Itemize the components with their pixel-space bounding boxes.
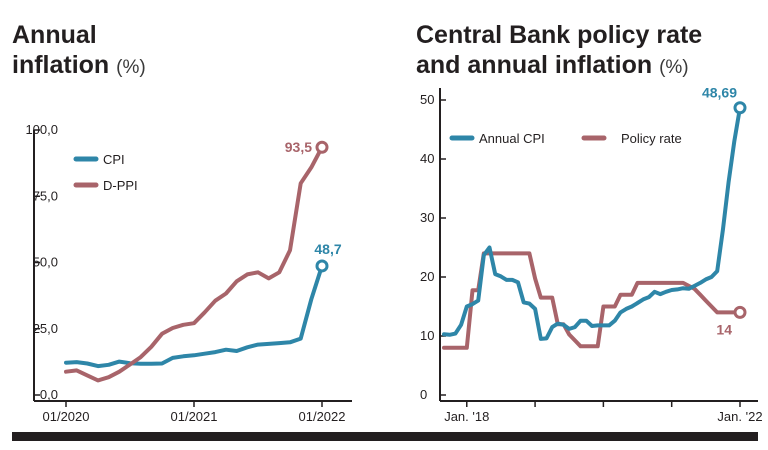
- left-series-end-label: 48,7: [314, 241, 341, 257]
- right-y-tick-label: 30: [420, 210, 434, 225]
- right-y-tick-label: 50: [420, 92, 434, 107]
- right-title-line1: Central Bank policy rate: [416, 21, 703, 49]
- right-x-tick-label: Jan. '18: [444, 409, 489, 424]
- left-series-end-label: 93,5: [285, 139, 312, 155]
- left-chart-title: Annual inflation (%): [12, 20, 312, 83]
- left-title-line1: Annual: [12, 21, 97, 49]
- right-series-end-marker: [733, 305, 747, 319]
- left-series-end-marker: [315, 140, 329, 154]
- right-series-line: [442, 251, 742, 350]
- right-y-tick-label: 40: [420, 151, 434, 166]
- right-title-unit: (%): [659, 57, 689, 78]
- right-y-tick-label: 20: [420, 269, 434, 284]
- left-legend-label: CPI: [103, 152, 125, 167]
- left-y-tick-label: 50,0: [33, 255, 58, 270]
- right-series-end-label: 48,69: [702, 85, 737, 101]
- left-legend-label: D-PPI: [103, 178, 138, 193]
- left-title-unit: (%): [116, 57, 146, 78]
- bottom-rule: [12, 432, 758, 441]
- left-y-tick-label: 100,0: [25, 122, 58, 137]
- right-legend-label: Annual CPI: [479, 131, 545, 146]
- right-series-end-marker: [733, 101, 747, 115]
- right-series-line: [442, 105, 742, 341]
- left-series-line: [64, 145, 324, 383]
- left-y-tick-label: 0,0: [40, 387, 58, 402]
- left-x-tick-label: 01/2021: [171, 409, 218, 424]
- left-y-tick-label: 25,0: [33, 321, 58, 336]
- left-series-line: [64, 263, 324, 369]
- left-series-end-marker: [315, 259, 329, 273]
- left-x-tick-label: 01/2020: [43, 409, 90, 424]
- right-y-tick-label: 10: [420, 328, 434, 343]
- right-legend-label: Policy rate: [621, 131, 682, 146]
- right-chart-title: Central Bank policy rate and annual infl…: [416, 20, 766, 83]
- left-title-line2: inflation: [12, 51, 110, 79]
- left-x-tick-label: 01/2022: [299, 409, 346, 424]
- right-series-end-label: 14: [716, 321, 732, 337]
- left-y-tick-label: 75,0: [33, 188, 58, 203]
- right-y-tick-label: 0: [420, 387, 427, 402]
- right-x-tick-label: Jan. '22: [717, 409, 762, 424]
- right-title-line2: and annual inflation: [416, 51, 653, 79]
